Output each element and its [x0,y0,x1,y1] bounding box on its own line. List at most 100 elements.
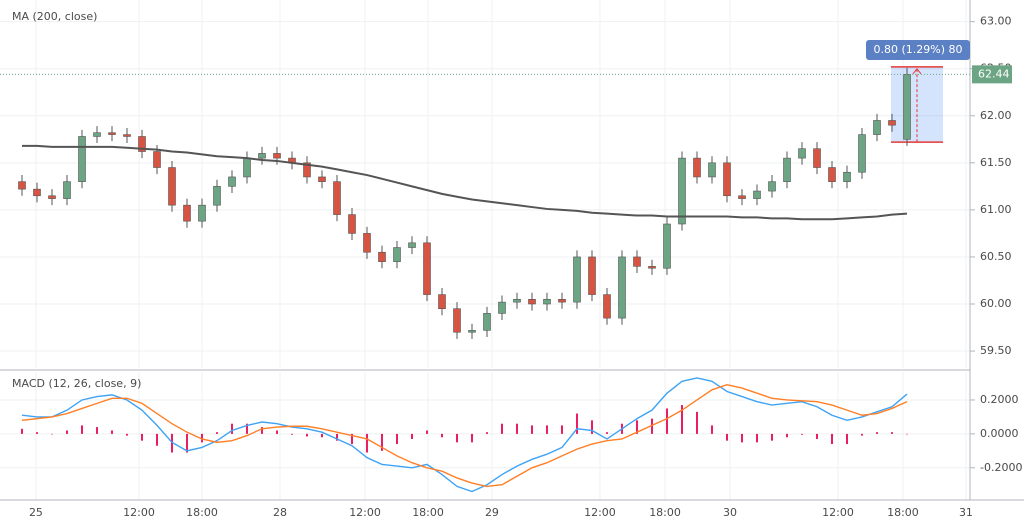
histogram-bar [636,420,638,434]
candle-body [513,298,521,303]
y-tick-label: 0.0000 [980,427,1019,440]
candle-body [633,256,641,267]
x-tick-label: 12:00 [349,506,381,519]
y-tick-label: -0.2000 [980,461,1022,474]
histogram-bar [36,432,38,434]
last-price-label: 62.44 [978,67,1010,80]
candle-body [618,256,626,319]
histogram-bar [681,405,683,434]
histogram-bar [561,425,563,434]
macd-line [21,383,908,488]
candle-body [873,120,881,135]
candle-body [453,308,461,333]
histogram-bar [771,433,773,441]
histogram-bar [81,425,83,434]
histogram-bar [741,433,743,443]
histogram-bar [66,430,68,434]
candle-body [468,330,476,333]
histogram-bar [336,433,338,441]
candle-body [738,195,746,199]
candle-body [723,162,731,197]
histogram-bar [816,433,818,439]
histogram-bar [891,432,893,434]
candle-body [843,171,851,182]
histogram-bar [471,433,473,443]
candle-body [753,190,761,199]
candle-body [183,204,191,222]
x-tick-label: 31 [959,506,973,519]
price-panel-title: MA (200, close) [12,10,97,23]
candle-body [93,132,101,137]
candle-body [573,256,581,303]
histogram-bar [726,433,728,441]
histogram-bar [441,433,443,438]
histogram-bar [696,411,698,434]
histogram-bar [111,430,113,434]
candle-body [273,153,281,159]
histogram-bar [711,425,713,434]
histogram-bar [171,433,173,453]
candle-body [108,132,116,135]
macd-panel-title: MACD (12, 26, close, 9) [12,377,141,390]
y-tick-label: 0.2000 [980,393,1019,406]
candle-body [798,148,806,159]
candle-body [258,153,266,159]
measure-arrow-head [912,68,922,75]
y-tick-label: 59.50 [980,344,1012,357]
candle-body [648,266,656,269]
candle-body [588,256,596,295]
candle-body [123,134,131,137]
candle-body [78,136,86,182]
histogram-bar [51,433,53,435]
histogram-bar [456,433,458,443]
candle-body [138,136,146,152]
histogram-bar [531,425,533,434]
histogram-bar [576,413,578,434]
candle-body [378,251,386,262]
x-tick-label: 18:00 [887,506,919,519]
histogram-bar [246,423,248,434]
x-tick-label: 18:00 [412,506,444,519]
candle-body [198,204,206,222]
histogram-bar [486,432,488,434]
candle-body [168,167,176,206]
candle-body [303,162,311,178]
y-tick-label: 61.50 [980,156,1012,169]
macd-line [21,377,908,493]
candle-body [18,181,26,190]
histogram-bar [906,433,908,435]
candle-body [243,157,251,178]
histogram-bar [231,423,233,434]
histogram-bar [321,433,323,438]
histogram-bar [141,433,143,441]
histogram-bar [261,427,263,434]
x-tick-label: 18:00 [186,506,218,519]
candle-body [153,151,161,168]
histogram-bar [591,420,593,434]
candle-body [363,233,371,253]
candle-body [903,74,911,140]
histogram-bar [516,423,518,434]
candle-body [768,181,776,192]
histogram-bar [831,433,833,445]
candle-body [858,134,866,173]
histogram-bar [651,418,653,434]
candle-body [828,167,836,182]
x-tick-label: 12:00 [123,506,155,519]
histogram-bar [96,427,98,434]
histogram-bar [201,433,203,443]
candle-body [888,120,896,126]
candle-body [783,157,791,182]
candle-body [498,301,506,314]
candle-body [528,298,536,305]
histogram-bar [666,408,668,434]
histogram-bar [501,423,503,434]
candle-body [543,298,551,305]
x-tick-label: 12:00 [584,506,616,519]
candle-body [693,157,701,178]
candle-body [63,181,71,199]
x-tick-label: 25 [29,506,43,519]
candle-body [558,298,566,303]
candle-body [813,148,821,168]
